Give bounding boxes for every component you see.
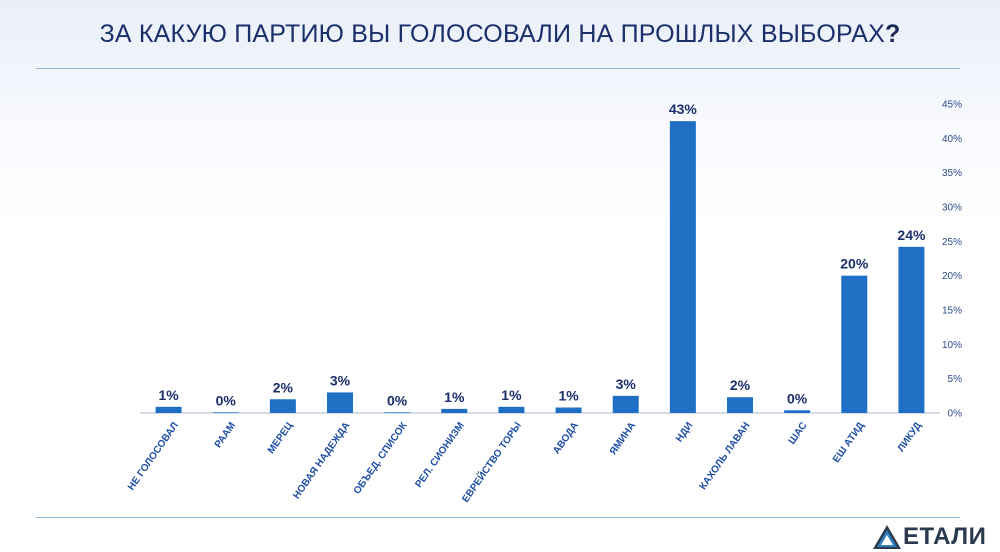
bar	[212, 412, 239, 413]
bar	[155, 406, 182, 413]
bar	[327, 392, 353, 413]
y-tick-label: 15%	[942, 306, 962, 317]
x-tick-label: НЕ ГОЛОСОВАЛ	[126, 420, 181, 492]
x-tick-label: ЕВРЕЙСТВО ТОРЫ	[459, 419, 524, 505]
y-tick-label: 0%	[948, 409, 963, 420]
data-label: 3%	[330, 372, 351, 388]
logo-text: ЕТАЛИ	[903, 523, 987, 550]
x-tick-label: ЛИКУД	[896, 420, 924, 454]
bottom-divider	[36, 517, 960, 518]
data-label: 0%	[787, 390, 808, 406]
x-tick-label: КАХОЛЬ ЛАВАН	[698, 420, 753, 492]
bar	[784, 410, 811, 413]
bar	[727, 397, 753, 413]
bar	[841, 275, 868, 413]
data-label: 3%	[616, 376, 637, 392]
data-label: 20%	[840, 256, 869, 272]
y-tick-label: 10%	[942, 340, 962, 351]
title-question-mark: ?	[884, 20, 901, 48]
x-tick-label: АВОДА	[551, 420, 581, 456]
title-text: ЗА КАКУЮ ПАРТИЮ ВЫ ГОЛОСОВАЛИ НА ПРОШЛЫХ…	[99, 20, 885, 48]
data-label: 1%	[158, 387, 179, 403]
data-label: 24%	[897, 227, 926, 243]
x-tick-label: ОБЪЕД. СПИСОК	[352, 420, 410, 497]
data-label: 1%	[444, 389, 465, 405]
data-label: 1%	[558, 388, 579, 404]
top-divider	[36, 68, 960, 69]
bar	[898, 246, 925, 413]
bar	[269, 399, 296, 413]
x-tick-label: НДИ	[674, 420, 695, 444]
x-tick-label: ШАС	[787, 420, 810, 446]
x-tick-label: МЕРЕЦ	[266, 420, 296, 456]
bar	[441, 408, 468, 413]
x-tick-label: РААМ	[213, 420, 238, 450]
y-tick-label: 20%	[942, 271, 962, 282]
data-label: 43%	[669, 101, 698, 117]
delta-logo-icon	[873, 525, 901, 549]
x-tick-label: ЕШ АТИД	[831, 420, 867, 465]
y-tick-label: 5%	[948, 374, 963, 385]
y-tick-label: 25%	[942, 237, 962, 248]
brand-logo: ЕТАЛИ	[872, 524, 1000, 550]
y-tick-label: 45%	[942, 100, 962, 111]
data-label: 1%	[501, 387, 522, 403]
bar	[498, 406, 525, 413]
chart-title: ЗА КАКУЮ ПАРТИЮ ВЫ ГОЛОСОВАЛИ НА ПРОШЛЫХ…	[0, 20, 1000, 49]
data-label: 0%	[216, 392, 237, 408]
bar	[384, 412, 411, 413]
data-label: 2%	[273, 379, 294, 395]
bar	[555, 407, 582, 413]
bar	[669, 121, 696, 414]
data-label: 2%	[730, 377, 751, 393]
data-label: 0%	[387, 392, 408, 408]
x-tick-label: РЕЛ. СИОНИЗМ	[414, 420, 467, 489]
y-tick-label: 30%	[942, 203, 962, 214]
bar	[612, 395, 639, 413]
y-tick-label: 40%	[942, 134, 962, 145]
x-tick-label: ЯМИНА	[608, 420, 638, 457]
x-tick-label: НОВАЯ НАДЕЖДА	[291, 420, 352, 501]
y-tick-label: 35%	[942, 168, 962, 179]
